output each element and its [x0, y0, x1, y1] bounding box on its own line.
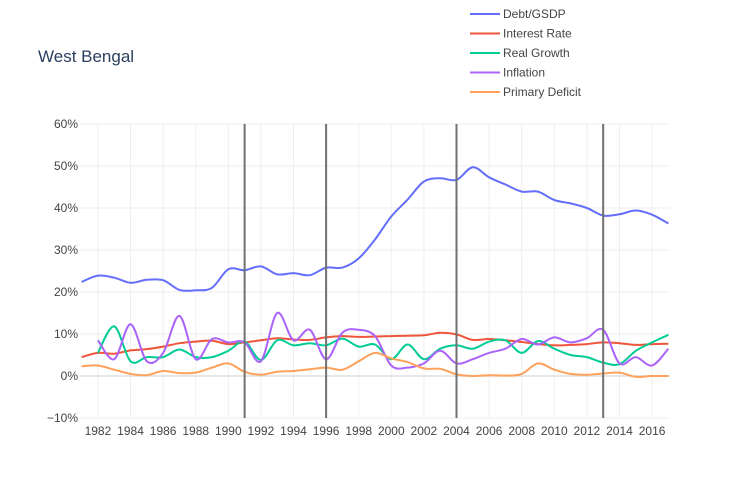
legend-item-primary-deficit[interactable]: Primary Deficit [470, 85, 582, 99]
x-tick-label: 1982 [85, 424, 112, 438]
x-tick-label: 1986 [150, 424, 177, 438]
y-tick-label: 60% [54, 117, 78, 131]
x-tick-label: 2002 [411, 424, 438, 438]
y-tick-label: −10% [47, 411, 78, 425]
x-tick-label: 1998 [345, 424, 372, 438]
legend-label: Interest Rate [503, 27, 572, 41]
y-tick-label: 10% [54, 327, 78, 341]
series-line-inflation [97, 311, 670, 370]
y-tick-label: 0% [61, 369, 79, 383]
series-line-primary-deficit [81, 351, 669, 378]
vertical-lines [243, 124, 605, 418]
y-axis: −10% 0% 10% 20% 30% 40% 50% 60% [47, 117, 78, 425]
x-tick-label: 2006 [476, 424, 503, 438]
x-tick-label: 2000 [378, 424, 405, 438]
x-tick-label: 2012 [574, 424, 601, 438]
legend-label: Inflation [503, 66, 545, 80]
x-axis: 1982 1984 1986 1988 1990 1992 1994 1996 1998 2000… [85, 424, 666, 438]
chart-title: West Bengal [38, 47, 134, 66]
x-tick-label: 2010 [541, 424, 568, 438]
y-tick-label: 30% [54, 243, 78, 257]
y-tick-label: 40% [54, 201, 78, 215]
x-tick-label: 1994 [280, 424, 307, 438]
series-group [81, 166, 670, 378]
legend-label: Real Growth [503, 46, 570, 60]
x-tick-label: 1992 [248, 424, 275, 438]
legend-item-debt-gsdp[interactable]: Debt/GSDP [470, 7, 566, 21]
x-tick-label: 1984 [117, 424, 144, 438]
series-line-debt-gsdp [81, 166, 669, 292]
x-tick-label: 1990 [215, 424, 242, 438]
legend-item-interest-rate[interactable]: Interest Rate [470, 27, 572, 41]
legend-item-real-growth[interactable]: Real Growth [470, 46, 570, 60]
x-tick-label: 2004 [443, 424, 470, 438]
y-tick-label: 50% [54, 159, 78, 173]
x-tick-label: 2016 [639, 424, 666, 438]
x-tick-label: 1996 [313, 424, 340, 438]
legend-label: Debt/GSDP [503, 7, 566, 21]
legend-item-inflation[interactable]: Inflation [470, 66, 545, 80]
legend-label: Primary Deficit [503, 85, 582, 99]
y-tick-label: 20% [54, 285, 78, 299]
series-line-real-growth [97, 325, 669, 366]
legend[interactable]: Debt/GSDP Interest Rate Real Growth Inflati… [470, 7, 582, 99]
x-tick-label: 2008 [508, 424, 535, 438]
x-tick-label: 2014 [606, 424, 633, 438]
x-tick-label: 1988 [182, 424, 209, 438]
